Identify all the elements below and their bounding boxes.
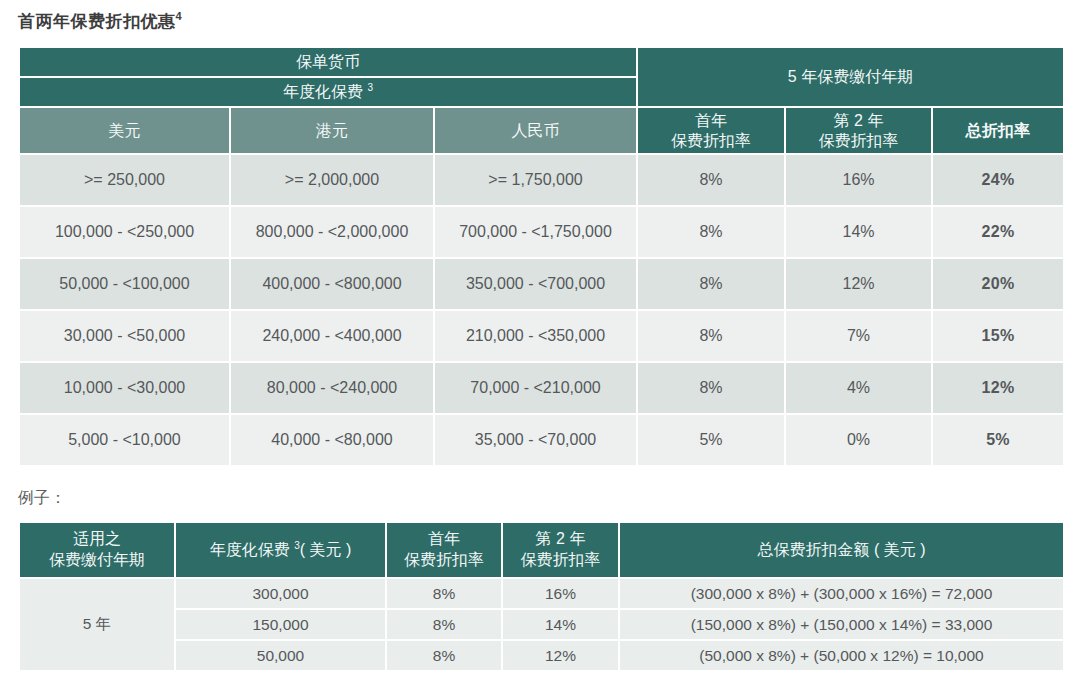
- table-row: 5,000 - <10,000 40,000 - <80,000 35,000 …: [19, 414, 1064, 466]
- cell-year2-rate: 14%: [502, 609, 619, 640]
- document-page: 首两年保费折扣优惠4 保单货币 5 年保费缴付年期 年度化保费 3 美元 港元 …: [0, 0, 1080, 672]
- page-title-text: 首两年保费折扣优惠: [18, 12, 176, 31]
- cell-year2-rate: 4%: [785, 362, 932, 414]
- annualized-premium-unit: ( 美元 ): [300, 541, 352, 558]
- table-row: 50,000 - <100,000 400,000 - <800,000 350…: [19, 258, 1064, 310]
- cell-year2-rate: 12%: [502, 640, 619, 671]
- cell-year2-rate: 7%: [785, 310, 932, 362]
- cell-discount-formula: (300,000 x 8%) + (300,000 x 16%) = 72,00…: [619, 578, 1064, 609]
- cell-usd: 50,000 - <100,000: [19, 258, 230, 310]
- annualized-premium-footnote: 3: [367, 81, 373, 92]
- cell-year1-rate: 5%: [637, 414, 785, 466]
- column-header-annualized-premium: 年度化保费 3( 美元 ): [175, 522, 386, 578]
- cell-year2-rate: 16%: [502, 578, 619, 609]
- cell-year1-rate: 8%: [637, 362, 785, 414]
- cell-year1-rate: 8%: [637, 206, 785, 258]
- table-row: 50,000 8% 12% (50,000 x 8%) + (50,000 x …: [19, 640, 1064, 671]
- page-title: 首两年保费折扣优惠4: [18, 10, 1063, 33]
- policy-currency-header: 保单货币: [19, 47, 637, 77]
- cell-usd: 5,000 - <10,000: [19, 414, 230, 466]
- cell-year1-rate: 8%: [386, 609, 502, 640]
- cell-total-rate: 15%: [932, 310, 1064, 362]
- column-header-first-year-rate: 首年 保费折扣率: [386, 522, 502, 578]
- cell-year2-rate: 12%: [785, 258, 932, 310]
- cell-total-rate: 20%: [932, 258, 1064, 310]
- column-header-hkd: 港元: [230, 107, 434, 154]
- cell-usd: 100,000 - <250,000: [19, 206, 230, 258]
- column-header-first-year-rate: 首年 保费折扣率: [637, 107, 785, 154]
- table-row: 100,000 - <250,000 800,000 - <2,000,000 …: [19, 206, 1064, 258]
- cell-premium: 300,000: [175, 578, 386, 609]
- cell-year1-rate: 8%: [386, 578, 502, 609]
- cell-rmb: 70,000 - <210,000: [434, 362, 637, 414]
- table-row: >= 250,000 >= 2,000,000 >= 1,750,000 8% …: [19, 154, 1064, 206]
- cell-hkd: 80,000 - <240,000: [230, 362, 434, 414]
- column-header-usd: 美元: [19, 107, 230, 154]
- annualized-premium-header: 年度化保费 3: [19, 77, 637, 107]
- cell-discount-formula: (150,000 x 8%) + (150,000 x 14%) = 33,00…: [619, 609, 1064, 640]
- cell-year1-rate: 8%: [386, 640, 502, 671]
- example-table: 适用之 保费缴付年期 年度化保费 3( 美元 ) 首年 保费折扣率 第 2 年 …: [18, 521, 1065, 672]
- cell-hkd: 40,000 - <80,000: [230, 414, 434, 466]
- cell-premium: 50,000: [175, 640, 386, 671]
- cell-year1-rate: 8%: [637, 154, 785, 206]
- table-row: 150,000 8% 14% (150,000 x 8%) + (150,000…: [19, 609, 1064, 640]
- cell-total-rate: 12%: [932, 362, 1064, 414]
- annualized-premium-label: 年度化保费: [283, 83, 363, 100]
- cell-premium: 150,000: [175, 609, 386, 640]
- cell-rmb: 35,000 - <70,000: [434, 414, 637, 466]
- cell-year2-rate: 0%: [785, 414, 932, 466]
- cell-payment-term: 5 年: [19, 578, 175, 671]
- column-header-second-year-rate: 第 2 年 保费折扣率: [785, 107, 932, 154]
- cell-total-rate: 5%: [932, 414, 1064, 466]
- cell-rmb: 210,000 - <350,000: [434, 310, 637, 362]
- cell-total-rate: 24%: [932, 154, 1064, 206]
- annualized-premium-label: 年度化保费: [210, 541, 290, 558]
- cell-year2-rate: 14%: [785, 206, 932, 258]
- cell-hkd: 800,000 - <2,000,000: [230, 206, 434, 258]
- cell-usd: 10,000 - <30,000: [19, 362, 230, 414]
- cell-hkd: >= 2,000,000: [230, 154, 434, 206]
- cell-hkd: 240,000 - <400,000: [230, 310, 434, 362]
- page-title-footnote: 4: [176, 10, 183, 22]
- cell-rmb: 700,000 - <1,750,000: [434, 206, 637, 258]
- cell-rmb: 350,000 - <700,000: [434, 258, 637, 310]
- column-header-total-discount-amount: 总保费折扣金额 ( 美元 ): [619, 522, 1064, 578]
- cell-year1-rate: 8%: [637, 258, 785, 310]
- table-row: 10,000 - <30,000 80,000 - <240,000 70,00…: [19, 362, 1064, 414]
- discount-tiers-table: 保单货币 5 年保费缴付年期 年度化保费 3 美元 港元 人民币 首年 保费折扣…: [18, 46, 1065, 467]
- column-header-payment-term: 适用之 保费缴付年期: [19, 522, 175, 578]
- cell-discount-formula: (50,000 x 8%) + (50,000 x 12%) = 10,000: [619, 640, 1064, 671]
- cell-year1-rate: 8%: [637, 310, 785, 362]
- column-header-total-rate: 总折扣率: [932, 107, 1064, 154]
- table-row: 5 年 300,000 8% 16% (300,000 x 8%) + (300…: [19, 578, 1064, 609]
- example-label: 例子：: [18, 488, 1063, 509]
- column-header-rmb: 人民币: [434, 107, 637, 154]
- cell-total-rate: 22%: [932, 206, 1064, 258]
- table-row: 30,000 - <50,000 240,000 - <400,000 210,…: [19, 310, 1064, 362]
- cell-year2-rate: 16%: [785, 154, 932, 206]
- cell-hkd: 400,000 - <800,000: [230, 258, 434, 310]
- cell-rmb: >= 1,750,000: [434, 154, 637, 206]
- payment-term-header: 5 年保费缴付年期: [637, 47, 1064, 107]
- cell-usd: >= 250,000: [19, 154, 230, 206]
- cell-usd: 30,000 - <50,000: [19, 310, 230, 362]
- column-header-second-year-rate: 第 2 年 保费折扣率: [502, 522, 619, 578]
